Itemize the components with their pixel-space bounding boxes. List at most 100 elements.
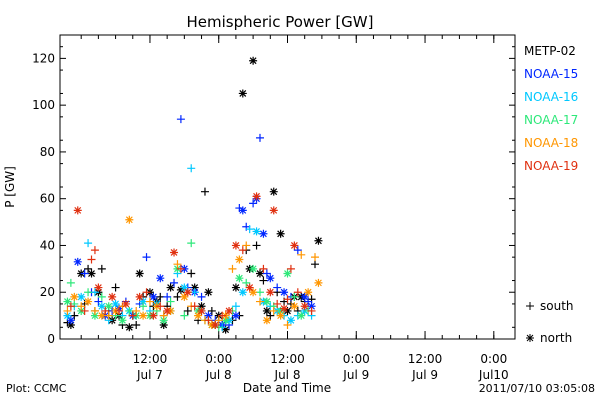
- marker-north: [252, 227, 261, 236]
- marker-south: [145, 297, 154, 306]
- marker-south: [139, 302, 148, 311]
- marker-south: [80, 306, 89, 315]
- x-tick-label-date: Jul 8: [205, 368, 232, 382]
- marker-north: [70, 292, 79, 301]
- marker-north: [269, 187, 278, 196]
- marker-north: [149, 311, 158, 320]
- marker-legend-south-symbol: [526, 302, 534, 310]
- marker-south: [190, 302, 199, 311]
- y-tick-label: 0: [47, 332, 55, 346]
- marker-north: [252, 192, 261, 201]
- marker-south: [187, 239, 196, 248]
- y-tick-label: 60: [40, 192, 55, 206]
- marker-north: [159, 316, 168, 325]
- marker-south: [187, 269, 196, 278]
- marker-north: [221, 316, 230, 325]
- marker-north: [104, 302, 113, 311]
- marker-north: [73, 257, 82, 266]
- legend-entry-metp-02: METP-02: [524, 44, 576, 58]
- y-tick-label: 20: [40, 285, 55, 299]
- y-axis-label: P [GW]: [3, 166, 17, 208]
- marker-north: [190, 283, 199, 292]
- marker-north: [238, 89, 247, 98]
- marker-south: [307, 306, 316, 315]
- marker-south: [255, 297, 264, 306]
- marker-north: [300, 302, 309, 311]
- marker-north: [63, 311, 72, 320]
- marker-north: [290, 302, 299, 311]
- marker-north: [314, 236, 323, 245]
- marker-north: [276, 311, 285, 320]
- marker-south: [259, 264, 268, 273]
- marker-south: [183, 306, 192, 315]
- marker-north: [77, 292, 86, 301]
- marker-south: [84, 288, 93, 297]
- marker-north: [121, 299, 130, 308]
- marker-north: [235, 255, 244, 264]
- marker-north: [197, 302, 206, 311]
- marker-south: [94, 297, 103, 306]
- marker-south: [80, 269, 89, 278]
- y-tick-label: 40: [40, 238, 55, 252]
- marker-south: [311, 253, 320, 262]
- marker-south: [63, 306, 72, 315]
- marker-south: [231, 302, 240, 311]
- marker-south: [290, 292, 299, 301]
- marker-south: [252, 241, 261, 250]
- marker-south: [190, 288, 199, 297]
- marker-north: [266, 288, 275, 297]
- marker-north: [73, 206, 82, 215]
- marker-south: [238, 246, 247, 255]
- x-tick-label-time: 12:00: [408, 352, 443, 366]
- footer-plot-credit: Plot: CCMC: [6, 382, 67, 395]
- marker-north: [125, 323, 134, 332]
- marker-south: [125, 306, 134, 315]
- marker-south: [101, 306, 110, 315]
- marker-south: [273, 299, 282, 308]
- marker-north: [66, 316, 75, 325]
- x-tick-label-date: Jul 9: [411, 368, 438, 382]
- legend-entry-noaa-19: NOAA-19: [524, 159, 578, 173]
- marker-north: [304, 288, 313, 297]
- marker-north: [266, 274, 275, 283]
- marker-north: [231, 311, 240, 320]
- marker-north: [286, 316, 295, 325]
- marker-south: [242, 241, 251, 250]
- marker-north: [262, 316, 271, 325]
- marker-north: [197, 306, 206, 315]
- marker-south: [142, 288, 151, 297]
- marker-south: [242, 278, 251, 287]
- data-points: [63, 56, 323, 334]
- marker-north: [97, 311, 106, 320]
- marker-north: [231, 283, 240, 292]
- marker-south: [283, 320, 292, 329]
- marker-north: [249, 288, 258, 297]
- marker-south: [66, 302, 75, 311]
- marker-legend-label: north: [540, 331, 572, 345]
- marker-north: [118, 316, 127, 325]
- legend: METP-02 NOAA-15 NOAA-16 NOAA-17 NOAA-18 NOAA-…: [524, 44, 578, 173]
- marker-north: [149, 292, 158, 301]
- marker-north: [249, 264, 258, 273]
- marker-north: [90, 311, 99, 320]
- marker-north: [156, 274, 165, 283]
- marker-south: [249, 199, 258, 208]
- x-axis-label: Date and Time: [243, 381, 331, 395]
- marker-south: [293, 288, 302, 297]
- marker-south: [255, 288, 264, 297]
- marker-legend-north-symbol: [526, 334, 534, 342]
- marker-north: [290, 241, 299, 250]
- marker-north: [255, 269, 264, 278]
- marker-south: [176, 264, 185, 273]
- marker-south: [311, 260, 320, 269]
- marker-north: [97, 302, 106, 311]
- marker-south: [163, 292, 172, 301]
- marker-south: [97, 292, 106, 301]
- legend-entry-noaa-15: NOAA-15: [524, 67, 578, 81]
- x-tick-label-time: 0:00: [343, 352, 370, 366]
- x-tick-label-time: 12:00: [133, 352, 168, 366]
- marker-north: [139, 311, 148, 320]
- marker-south: [297, 250, 306, 259]
- marker-south: [170, 278, 179, 287]
- marker-legend: south north: [526, 299, 574, 345]
